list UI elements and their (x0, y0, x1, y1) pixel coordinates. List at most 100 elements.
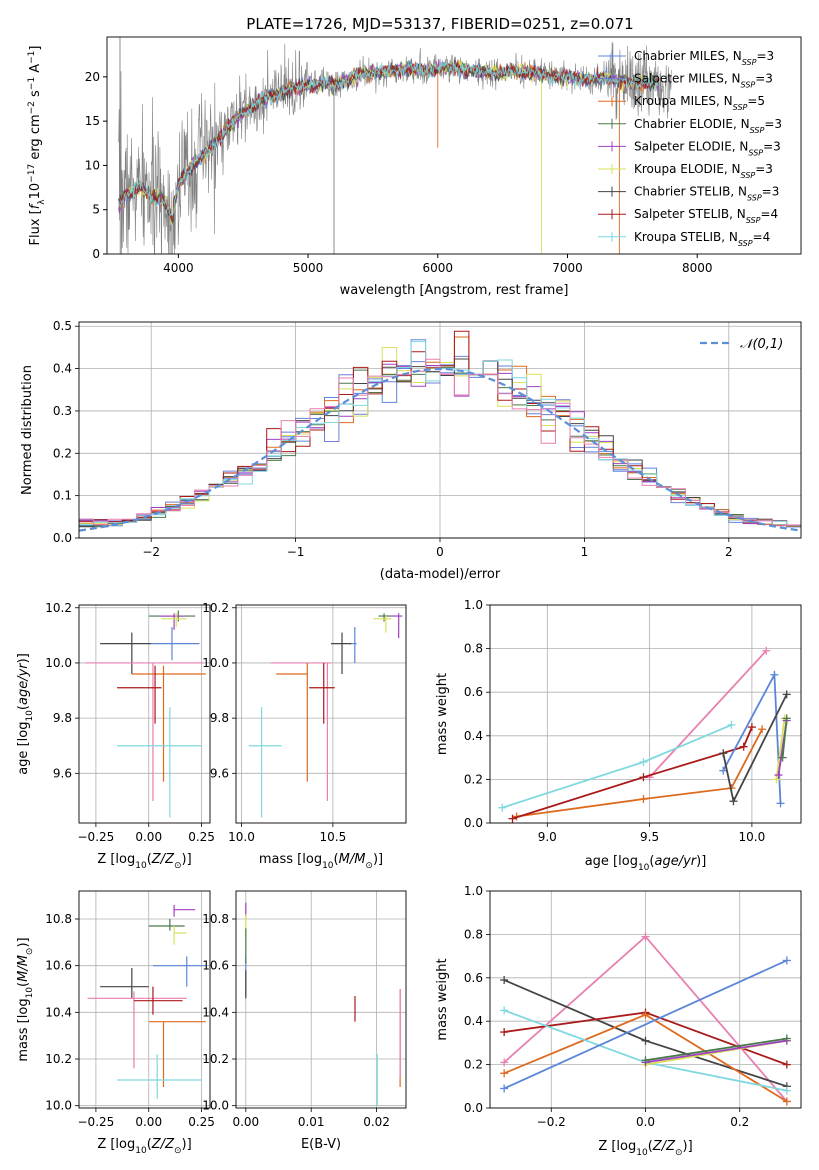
y-tick-label: 10.2 (202, 601, 229, 615)
y-axis-label: mass weight (435, 673, 450, 755)
legend-label: Kroupa ELODIE, NSSP=3 (634, 162, 773, 180)
x-tick-label: −0.2 (537, 1115, 566, 1129)
mass_vs_Z-frame (78, 890, 211, 1109)
y-tick-label: 10.0 (45, 656, 72, 670)
weight-series-line (516, 728, 763, 818)
x-tick-label: 0.25 (188, 830, 215, 844)
x-axis-label: E(B-V) (301, 1137, 341, 1152)
y-tick-label: 0 (92, 247, 100, 261)
x-tick-label: 0.01 (298, 1115, 325, 1129)
y-axis-label: Normed distribution (20, 365, 35, 495)
x-tick-label: 0.0 (636, 1115, 655, 1129)
y-tick-label: 0.2 (464, 772, 483, 786)
x-tick-label: 0.02 (363, 1115, 390, 1129)
legend-label: Chabrier STELIB, NSSP=3 (634, 185, 779, 203)
y-tick-label: 0.0 (53, 531, 72, 545)
weight-series-line (645, 1039, 788, 1064)
x-tick-label: 0.00 (232, 1115, 259, 1129)
residuals-axes: −2 −1 0 1 2 0.0 0.1 0.2 0.3 0.4 0.5 (53, 319, 801, 559)
y-tick-label: 9.8 (210, 711, 229, 725)
figure-title: PLATE=1726, MJD=53137, FIBERID=0251, z=0… (246, 15, 633, 33)
x-tick-label: 10.5 (320, 830, 347, 844)
age_vs_Z-axes: −0.25 0.00 0.25 9.6 9.8 10.0 10.2 (45, 601, 215, 844)
x-axis-label: age [log10(age/yr)] (585, 854, 707, 873)
y-tick-label: 20 (85, 70, 100, 84)
x-axis-label: Z [log10(Z/Z⊙)] (598, 1139, 692, 1158)
y-tick-label: 10.8 (45, 912, 72, 926)
weight-series-line (512, 726, 753, 820)
x-tick-label: 0.00 (135, 1115, 162, 1129)
x-tick-label: 0.00 (135, 830, 162, 844)
y-axis-label: age [log10(age/yr)] (16, 653, 35, 775)
spectrum-frame (106, 36, 802, 255)
legend-label: Chabrier MILES, NSSP=3 (634, 49, 774, 67)
gaussian-curve (78, 367, 802, 532)
y-tick-label: 10.2 (45, 1052, 72, 1066)
y-tick-label: 10.8 (202, 912, 229, 926)
x-tick-label: 0.2 (730, 1115, 749, 1129)
mass_vs_ebv-axes: 0.00 0.01 0.02 10.0 10.2 10.4 10.6 10.8 (202, 891, 406, 1129)
weight_vs_Z-axes: −0.2 0.0 0.2 0.0 0.2 0.4 0.6 0.8 1.0 (464, 884, 801, 1129)
x-tick-label: −0.25 (78, 1115, 115, 1129)
y-tick-label: 0.6 (464, 685, 483, 699)
x-tick-label: 5000 (293, 261, 324, 275)
y-tick-label: 10 (85, 158, 100, 172)
y-tick-label: 10.2 (45, 601, 72, 615)
y-tick-label: 10.0 (202, 1099, 229, 1113)
spectrum-axes: 4000 5000 6000 7000 8000 0 5 10 15 20 (85, 70, 713, 275)
x-tick-label: 0.25 (188, 1115, 215, 1129)
y-tick-label: 0.2 (53, 446, 72, 460)
y-tick-label: 15 (85, 114, 100, 128)
residual-histogram (79, 358, 801, 527)
y-tick-label: 0.8 (464, 642, 483, 656)
x-tick-label: 6000 (423, 261, 454, 275)
y-tick-label: 9.8 (53, 711, 72, 725)
y-tick-label: 10.6 (45, 959, 72, 973)
weight-series-line (503, 959, 788, 1090)
y-tick-label: 10.0 (45, 1099, 72, 1113)
x-tick-label: 9.5 (640, 830, 659, 844)
x-tick-label: 1 (581, 545, 589, 559)
spectrum-model-line (118, 60, 659, 217)
y-tick-label: 10.0 (202, 656, 229, 670)
y-tick-label: 10.6 (202, 959, 229, 973)
x-tick-label: −0.25 (78, 830, 115, 844)
x-axis-label: Z [log10(Z/Z⊙)] (97, 852, 191, 871)
y-tick-label: 0.1 (53, 489, 72, 503)
legend-label: Kroupa STELIB, NSSP=4 (634, 230, 770, 248)
spectrum-data-group (118, 37, 672, 254)
legend-label: Salpeter MILES, NSSP=3 (634, 72, 773, 90)
x-tick-label: 7000 (552, 261, 583, 275)
weight-series-line (781, 718, 788, 758)
weight-series-line (645, 1037, 788, 1062)
mass_vs_Z-axes: −0.25 0.00 0.25 10.0 10.2 10.4 10.6 10.8 (45, 891, 215, 1129)
legend-label: Chabrier ELODIE, NSSP=3 (634, 117, 782, 135)
y-tick-label: 0.0 (464, 816, 483, 830)
y-tick-label: 0.0 (464, 1101, 483, 1115)
legend-label: Kroupa MILES, NSSP=5 (634, 94, 765, 112)
weight-series-line (648, 650, 767, 778)
y-tick-label: 0.6 (464, 971, 483, 985)
weight_vs_age-frame (489, 604, 802, 824)
y-tick-label: 0.5 (53, 319, 72, 333)
weight-series-line (775, 718, 786, 780)
y-tick-label: 1.0 (464, 598, 483, 612)
x-axis-label: mass [log10(M/M⊙)] (259, 852, 383, 871)
y-tick-label: 0.3 (53, 404, 72, 418)
y-axis-label: Flux [fλ10−17 erg cm−2 s−1 A−1] (27, 46, 47, 246)
y-tick-label: 1.0 (464, 884, 483, 898)
y-tick-label: 0.4 (53, 362, 72, 376)
y-tick-label: 0.2 (464, 1058, 483, 1072)
legend-label: Salpeter STELIB, NSSP=4 (634, 207, 778, 225)
age_vs_Z-frame (78, 604, 211, 824)
y-axis-label: mass weight (435, 958, 450, 1040)
x-tick-label: 10.0 (739, 830, 766, 844)
x-axis-label: Z [log10(Z/Z⊙)] (97, 1137, 191, 1156)
y-tick-label: 9.6 (53, 766, 72, 780)
x-tick-label: 9.0 (538, 830, 557, 844)
x-tick-label: 0 (436, 545, 444, 559)
y-tick-label: 9.6 (210, 766, 229, 780)
x-tick-label: 2 (725, 545, 733, 559)
y-tick-label: 10.4 (202, 1005, 229, 1019)
